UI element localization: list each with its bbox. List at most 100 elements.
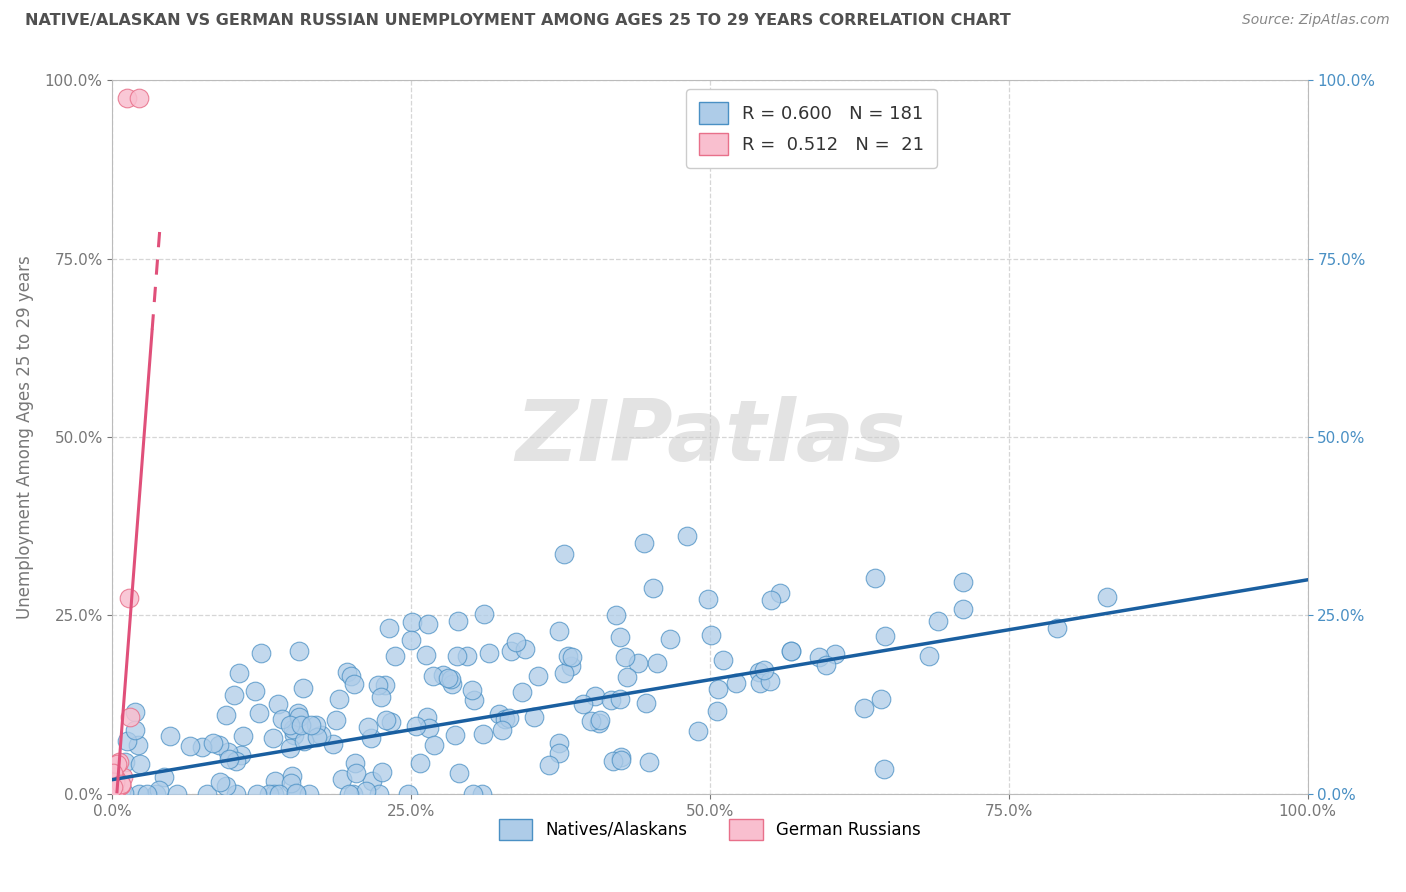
Point <box>374 678 396 692</box>
Point <box>215 708 238 723</box>
Point <box>367 787 389 801</box>
Point <box>749 675 772 690</box>
Point <box>110 778 132 792</box>
Point <box>101 772 124 787</box>
Point <box>247 706 270 720</box>
Point <box>748 665 770 679</box>
Point <box>224 688 246 702</box>
Point <box>463 787 485 801</box>
Point <box>440 673 463 687</box>
Point <box>498 711 520 725</box>
Point <box>432 668 454 682</box>
Point <box>422 669 444 683</box>
Point <box>918 649 941 664</box>
Y-axis label: Unemployment Among Ages 25 to 29 years: Unemployment Among Ages 25 to 29 years <box>15 255 34 619</box>
Point <box>752 663 775 677</box>
Point <box>599 693 621 707</box>
Point <box>201 736 224 750</box>
Point <box>245 787 267 801</box>
Point <box>344 756 367 771</box>
Point <box>824 647 846 661</box>
Point <box>409 756 432 770</box>
Point <box>152 770 174 784</box>
Point <box>291 681 314 695</box>
Point <box>229 747 252 762</box>
Point <box>128 91 150 105</box>
Point <box>128 787 150 801</box>
Point <box>437 671 460 685</box>
Point <box>271 712 294 726</box>
Text: ZIPatlas: ZIPatlas <box>515 395 905 479</box>
Point <box>267 787 290 801</box>
Point <box>322 737 344 751</box>
Point <box>250 646 273 660</box>
Point <box>380 714 402 729</box>
Point <box>112 786 135 800</box>
Point <box>505 634 527 648</box>
Point <box>103 780 125 794</box>
Point <box>215 779 238 793</box>
Point <box>440 677 463 691</box>
Point <box>110 777 132 791</box>
Point <box>952 602 974 616</box>
Point <box>337 787 360 801</box>
Point <box>232 729 254 743</box>
Point <box>266 697 288 711</box>
Point <box>292 734 315 748</box>
Point <box>218 752 240 766</box>
Point <box>283 728 305 742</box>
Point <box>627 657 650 671</box>
Point <box>225 754 247 768</box>
Point <box>423 738 446 752</box>
Point <box>105 756 128 771</box>
Legend: Natives/Alaskans, German Russians: Natives/Alaskans, German Russians <box>492 813 928 847</box>
Point <box>278 741 301 756</box>
Point <box>538 757 561 772</box>
Point <box>179 739 201 754</box>
Point <box>488 706 510 721</box>
Point <box>700 627 723 641</box>
Point <box>686 724 709 739</box>
Point <box>638 755 661 769</box>
Point <box>696 592 718 607</box>
Point <box>166 787 188 801</box>
Point <box>609 692 631 706</box>
Point <box>1046 621 1069 635</box>
Point <box>114 755 136 769</box>
Point <box>195 787 218 801</box>
Point <box>418 616 440 631</box>
Text: NATIVE/ALASKAN VS GERMAN RUSSIAN UNEMPLOYMENT AMONG AGES 25 TO 29 YEARS CORRELAT: NATIVE/ALASKAN VS GERMAN RUSSIAN UNEMPLO… <box>25 13 1011 29</box>
Point <box>853 701 876 715</box>
Point <box>523 710 546 724</box>
Point <box>602 754 624 768</box>
Point <box>357 721 380 735</box>
Point <box>104 787 127 801</box>
Point <box>328 691 350 706</box>
Point <box>340 668 363 682</box>
Point <box>325 713 347 727</box>
Point <box>405 718 427 732</box>
Point <box>706 681 728 696</box>
Point <box>610 753 633 767</box>
Point <box>245 683 267 698</box>
Point <box>124 723 146 737</box>
Point <box>309 728 332 742</box>
Point <box>761 592 783 607</box>
Point <box>814 658 837 673</box>
Point <box>278 717 301 731</box>
Point <box>110 778 132 792</box>
Point <box>641 581 664 595</box>
Point <box>145 787 167 801</box>
Point <box>472 607 495 621</box>
Point <box>103 766 125 780</box>
Point <box>118 710 141 724</box>
Point <box>284 786 307 800</box>
Point <box>103 770 125 784</box>
Point <box>262 731 284 745</box>
Point <box>191 739 214 754</box>
Point <box>290 718 312 732</box>
Point <box>396 787 419 801</box>
Point <box>209 775 232 789</box>
Point <box>118 591 141 605</box>
Point <box>344 765 367 780</box>
